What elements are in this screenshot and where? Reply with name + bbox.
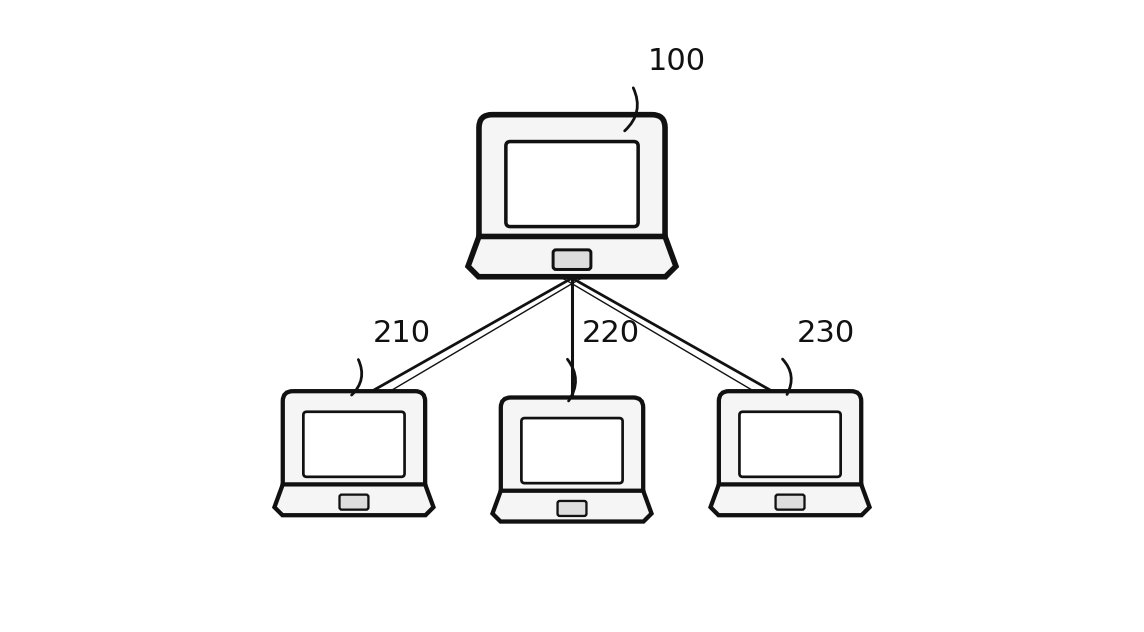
FancyBboxPatch shape	[739, 412, 841, 477]
FancyBboxPatch shape	[479, 114, 665, 253]
FancyBboxPatch shape	[303, 412, 405, 477]
Polygon shape	[275, 484, 434, 515]
Polygon shape	[710, 484, 869, 515]
Polygon shape	[468, 236, 676, 277]
FancyBboxPatch shape	[776, 495, 804, 509]
FancyBboxPatch shape	[506, 142, 638, 227]
FancyBboxPatch shape	[283, 391, 426, 497]
Text: 220: 220	[581, 319, 639, 348]
Text: 230: 230	[796, 319, 855, 348]
FancyBboxPatch shape	[522, 418, 622, 483]
Text: 100: 100	[648, 47, 706, 76]
FancyBboxPatch shape	[718, 391, 861, 497]
Text: 210: 210	[373, 319, 431, 348]
Polygon shape	[492, 490, 652, 521]
FancyBboxPatch shape	[553, 250, 591, 269]
FancyBboxPatch shape	[557, 501, 587, 516]
FancyBboxPatch shape	[340, 495, 368, 509]
FancyBboxPatch shape	[501, 398, 643, 504]
